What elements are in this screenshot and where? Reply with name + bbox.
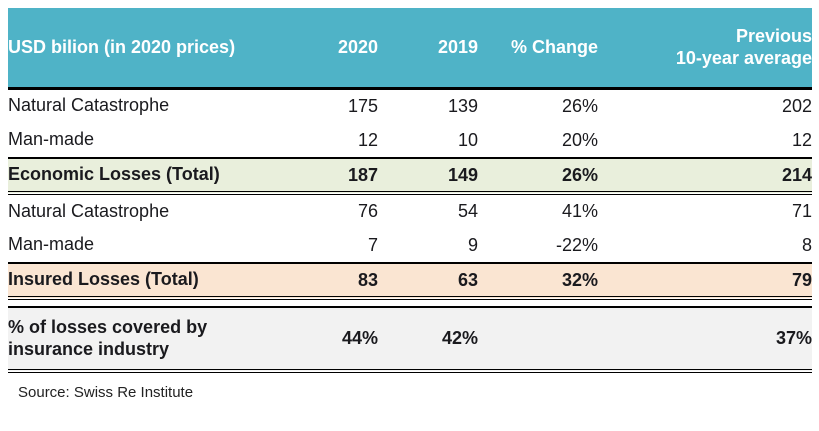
cell-2019: 10	[457, 129, 478, 150]
column-header-previous-10-year-average: Previous 10-year average	[675, 25, 812, 69]
table-row-insured-natural-catastrophe: Natural Catastrophe 76 54 41% 71	[8, 193, 812, 228]
cell-2020: 7	[367, 234, 378, 255]
table-row-economic-man-made: Man-made 12 10 20% 12	[8, 123, 812, 158]
row-label: Man-made	[8, 129, 95, 150]
row-label: % of losses covered by insurance industr…	[8, 316, 208, 359]
table-row-economic-natural-catastrophe: Natural Catastrophe 175 139 26% 202	[8, 88, 812, 123]
column-header-2019: 2019	[437, 36, 478, 57]
cell-change: 41%	[561, 201, 598, 221]
row-label: Economic Losses (Total)	[8, 164, 220, 185]
cell-previous-average: 71	[791, 201, 812, 221]
table-row-insured-man-made: Man-made 7 9 -22% 8	[8, 228, 812, 263]
cell-2019: 9	[467, 234, 478, 255]
row-label: Man-made	[8, 234, 95, 255]
cell-2019: 42%	[441, 328, 478, 348]
cell-2019: 54	[457, 201, 478, 221]
column-header-usd-billion: USD bilion (in 2020 prices)	[8, 36, 236, 57]
cell-2020: 76	[357, 201, 378, 221]
cell-previous-average: 202	[781, 95, 812, 116]
cell-2020: 175	[347, 95, 378, 116]
table-row-economic-losses-total: Economic Losses (Total) 187 149 26% 214	[8, 158, 812, 193]
row-label: Natural Catastrophe	[8, 95, 170, 116]
source-attribution: Source: Swiss Re Institute	[18, 384, 194, 401]
table-header-row: USD bilion (in 2020 prices) 2020 2019 % …	[8, 8, 812, 88]
row-label: Insured Losses (Total)	[8, 269, 199, 290]
column-header-percent-change: % Change	[510, 36, 598, 57]
cell-2020: 44%	[341, 328, 378, 348]
cell-2019: 139	[447, 95, 478, 116]
cell-2020: 187	[347, 164, 378, 185]
column-header-2020: 2020	[337, 36, 378, 57]
cell-change: 26%	[561, 95, 598, 116]
cell-change: 26%	[561, 164, 598, 185]
cell-previous-average: 12	[791, 129, 812, 150]
cell-change: 32%	[561, 269, 598, 290]
table-row-insured-losses-total: Insured Losses (Total) 83 63 32% 79	[8, 263, 812, 298]
cell-previous-average: 214	[781, 164, 812, 185]
row-label: Natural Catastrophe	[8, 200, 170, 221]
losses-table: USD bilion (in 2020 prices) 2020 2019 % …	[8, 8, 812, 373]
cell-previous-average: 79	[791, 269, 812, 290]
cell-change: 20%	[561, 129, 598, 150]
cell-previous-average: 8	[801, 234, 812, 255]
table-spacer-row	[8, 298, 812, 307]
cell-change: -22%	[555, 234, 598, 255]
cell-2020: 12	[357, 129, 378, 150]
cell-2020: 83	[357, 269, 378, 290]
table-row-coverage-percentage: % of losses covered by insurance industr…	[8, 307, 812, 371]
cell-previous-average: 37%	[775, 328, 812, 348]
cell-change	[478, 307, 598, 371]
cell-2019: 63	[457, 269, 478, 290]
cell-2019: 149	[447, 164, 478, 185]
